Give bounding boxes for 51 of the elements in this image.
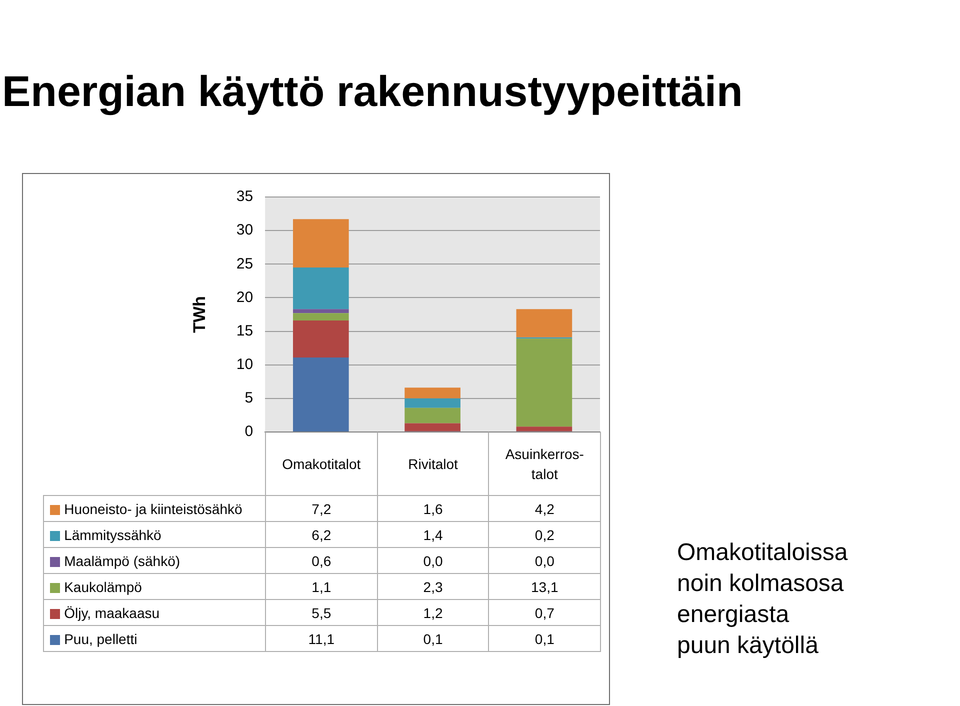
- legend-label: Öljy, maakaasu: [44, 600, 266, 626]
- bar: [516, 338, 572, 427]
- y-tick-label: 15: [236, 322, 254, 340]
- bar: [292, 320, 349, 358]
- data-label: 0,0: [488, 548, 600, 574]
- bar: [404, 408, 460, 424]
- data-label: 0,7: [488, 600, 600, 626]
- bar: [516, 309, 572, 338]
- data-label: 6,2: [266, 522, 378, 548]
- y-tick-label: 0: [244, 423, 254, 440]
- data-label: 0,6: [266, 548, 378, 574]
- x-tick-label: Omakotitalot: [266, 432, 378, 496]
- data-label: 4,2: [488, 496, 600, 522]
- data-label: 2,3: [377, 574, 489, 600]
- bar: [292, 357, 349, 432]
- legend-label: Lämmityssähkö: [44, 522, 266, 548]
- bar: [292, 313, 349, 321]
- data-label: 1,2: [377, 600, 489, 626]
- y-tick-label: 25: [236, 255, 254, 272]
- data-label: 13,1: [488, 574, 600, 600]
- bar: [404, 423, 460, 432]
- y-tick-label: 5: [244, 390, 254, 407]
- x-tick-label: Rivitalot: [377, 432, 489, 496]
- bar: [292, 268, 349, 310]
- data-label: 0,2: [488, 522, 600, 548]
- y-tick-label: 20: [236, 288, 254, 306]
- data-label: 7,2: [266, 496, 378, 522]
- bar: [404, 398, 460, 408]
- data-label: 0,0: [377, 548, 489, 574]
- y-tick-label: 10: [236, 356, 254, 373]
- data-label: 11,1: [266, 626, 378, 652]
- legend-label: Maalämpö (sähkö): [44, 548, 266, 574]
- data-label: 0,1: [488, 626, 600, 652]
- x-tick-label: Asuinkerros-talot: [488, 432, 600, 496]
- legend-label: Kaukolämpö: [44, 574, 266, 600]
- data-label: 0,1: [377, 626, 489, 652]
- bar: [404, 388, 460, 398]
- bar: [516, 426, 572, 432]
- data-label: 1,1: [266, 574, 378, 600]
- bar: [292, 309, 349, 314]
- data-label: 1,6: [377, 496, 489, 522]
- bar: [292, 219, 349, 268]
- legend-label: Puu, pelletti: [44, 626, 266, 652]
- y-tick-label: 35: [236, 188, 254, 206]
- chart-title: Energian käyttö rakennustyypeittäin: [2, 68, 743, 117]
- data-label: 1,4: [377, 522, 489, 548]
- text: Omakotitaloissa noin kolmasosa energiasta puun käytöllä: [677, 538, 848, 661]
- y-tick-label: 30: [236, 222, 254, 239]
- y-axis-title: TWh: [190, 296, 209, 333]
- legend-label: Huoneisto- ja kiinteistösähkö: [44, 496, 266, 522]
- data-label: 5,5: [266, 600, 378, 626]
